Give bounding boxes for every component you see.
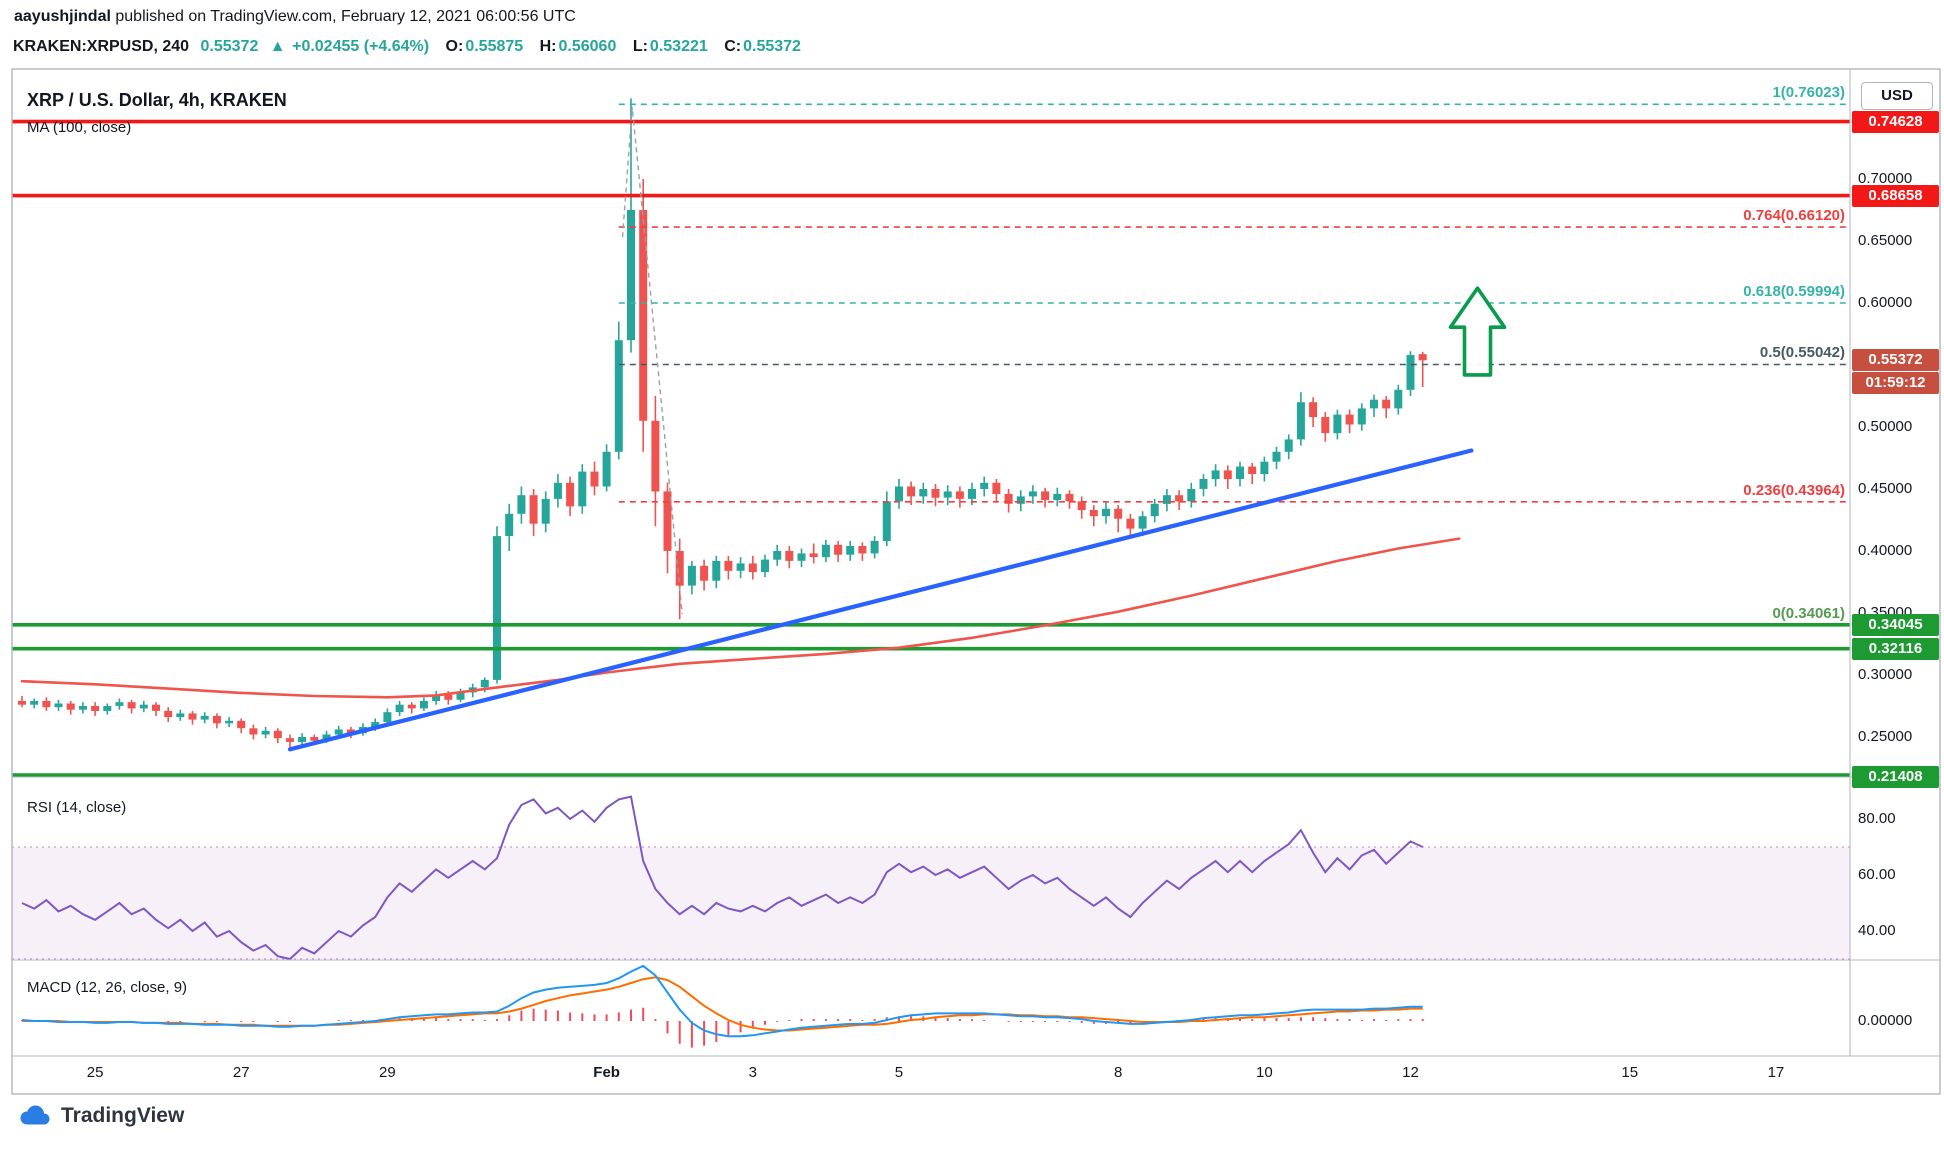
close-label: C: — [724, 38, 742, 55]
time-axis-label: 10 — [1256, 1064, 1273, 1081]
time-axis-label: 27 — [232, 1064, 250, 1081]
price-axis-tick: 0.65000 — [1858, 231, 1913, 249]
byline: aayushjindal published on TradingView.co… — [14, 8, 576, 26]
fib-level-label: 0(0.34061) — [1772, 604, 1845, 622]
fib-level-label: 0.236(0.43964) — [1743, 481, 1845, 499]
countdown-badge: 01:59:12 — [1852, 372, 1939, 395]
open-value: 0.55875 — [465, 38, 524, 55]
high-value: 0.56060 — [558, 38, 617, 55]
symbol-info-bar: KRAKEN:XRPUSD, 240 0.55372 ▲ +0.02455 (+… — [13, 38, 801, 56]
time-axis-label: 3 — [748, 1064, 757, 1081]
time-axis-label: 17 — [1767, 1064, 1785, 1081]
rsi-axis-tick: 40.00 — [1858, 922, 1896, 939]
price-axis-tick: 0.25000 — [1858, 727, 1913, 745]
author-name: aayushjindal — [14, 8, 111, 25]
fib-level-label: 1(0.76023) — [1772, 84, 1845, 102]
time-axis-label: 5 — [894, 1064, 904, 1081]
ma-indicator-legend[interactable]: MA (100, close) — [27, 119, 132, 136]
change-value: +0.02455 (+4.64%) — [292, 38, 430, 55]
time-axis-label: 12 — [1402, 1064, 1419, 1081]
price-axis-tick: 0.50000 — [1858, 417, 1913, 435]
fib-level-label: 0.618(0.59994) — [1743, 283, 1845, 301]
tradingview-branding[interactable]: TradingView — [16, 1103, 184, 1128]
price-axis-tick: 0.60000 — [1858, 293, 1913, 311]
price-badge: 0.68658 — [1852, 184, 1939, 207]
fib-level-label: 0.5(0.55042) — [1759, 344, 1845, 362]
rsi-indicator-legend[interactable]: RSI (14, close) — [27, 799, 127, 816]
last-price: 0.55372 — [200, 38, 259, 55]
fib-level-label: 0.764(0.66120) — [1743, 207, 1845, 225]
price-axis-tick: 0.45000 — [1858, 479, 1913, 497]
chart-title-legend: XRP / U.S. Dollar, 4h, KRAKEN — [27, 90, 287, 110]
low-value: 0.53221 — [649, 38, 708, 55]
price-axis-tick: 0.40000 — [1858, 541, 1913, 559]
price-badge: 0.74628 — [1852, 110, 1939, 133]
macd-indicator-legend[interactable]: MACD (12, 26, close, 9) — [27, 979, 188, 996]
rsi-axis-tick: 60.00 — [1858, 866, 1896, 883]
rsi-axis-tick: 80.00 — [1858, 810, 1896, 827]
open-label: O: — [445, 38, 464, 55]
price-axis-tick: 0.70000 — [1858, 169, 1913, 187]
price-badge: 0.32116 — [1852, 637, 1939, 660]
price-axis-tick: 0.30000 — [1858, 665, 1913, 683]
tradingview-cloud-logo-icon — [20, 1105, 50, 1125]
byline-text: published on TradingView.com, February 1… — [110, 8, 576, 25]
currency-toggle-button[interactable]: USD — [1861, 82, 1933, 110]
time-axis-label: Feb — [593, 1064, 620, 1081]
tradingview-brand-text: TradingView — [61, 1103, 185, 1127]
time-axis-label: 15 — [1621, 1064, 1639, 1081]
low-label: L: — [632, 38, 648, 55]
time-axis-label: 8 — [1114, 1064, 1123, 1081]
change-arrow-icon: ▲ — [269, 38, 286, 55]
time-axis-label: 29 — [379, 1064, 396, 1081]
price-badge: 0.21408 — [1852, 766, 1939, 788]
macd-axis-tick: 0.00000 — [1858, 1012, 1913, 1029]
time-axis-label: 25 — [86, 1064, 104, 1081]
symbol-title[interactable]: KRAKEN:XRPUSD, 240 — [13, 38, 190, 55]
high-label: H: — [539, 38, 557, 55]
close-value: 0.55372 — [743, 38, 801, 55]
price-badge: 0.34045 — [1852, 613, 1939, 636]
current-price-badge: 0.55372 — [1852, 349, 1939, 372]
